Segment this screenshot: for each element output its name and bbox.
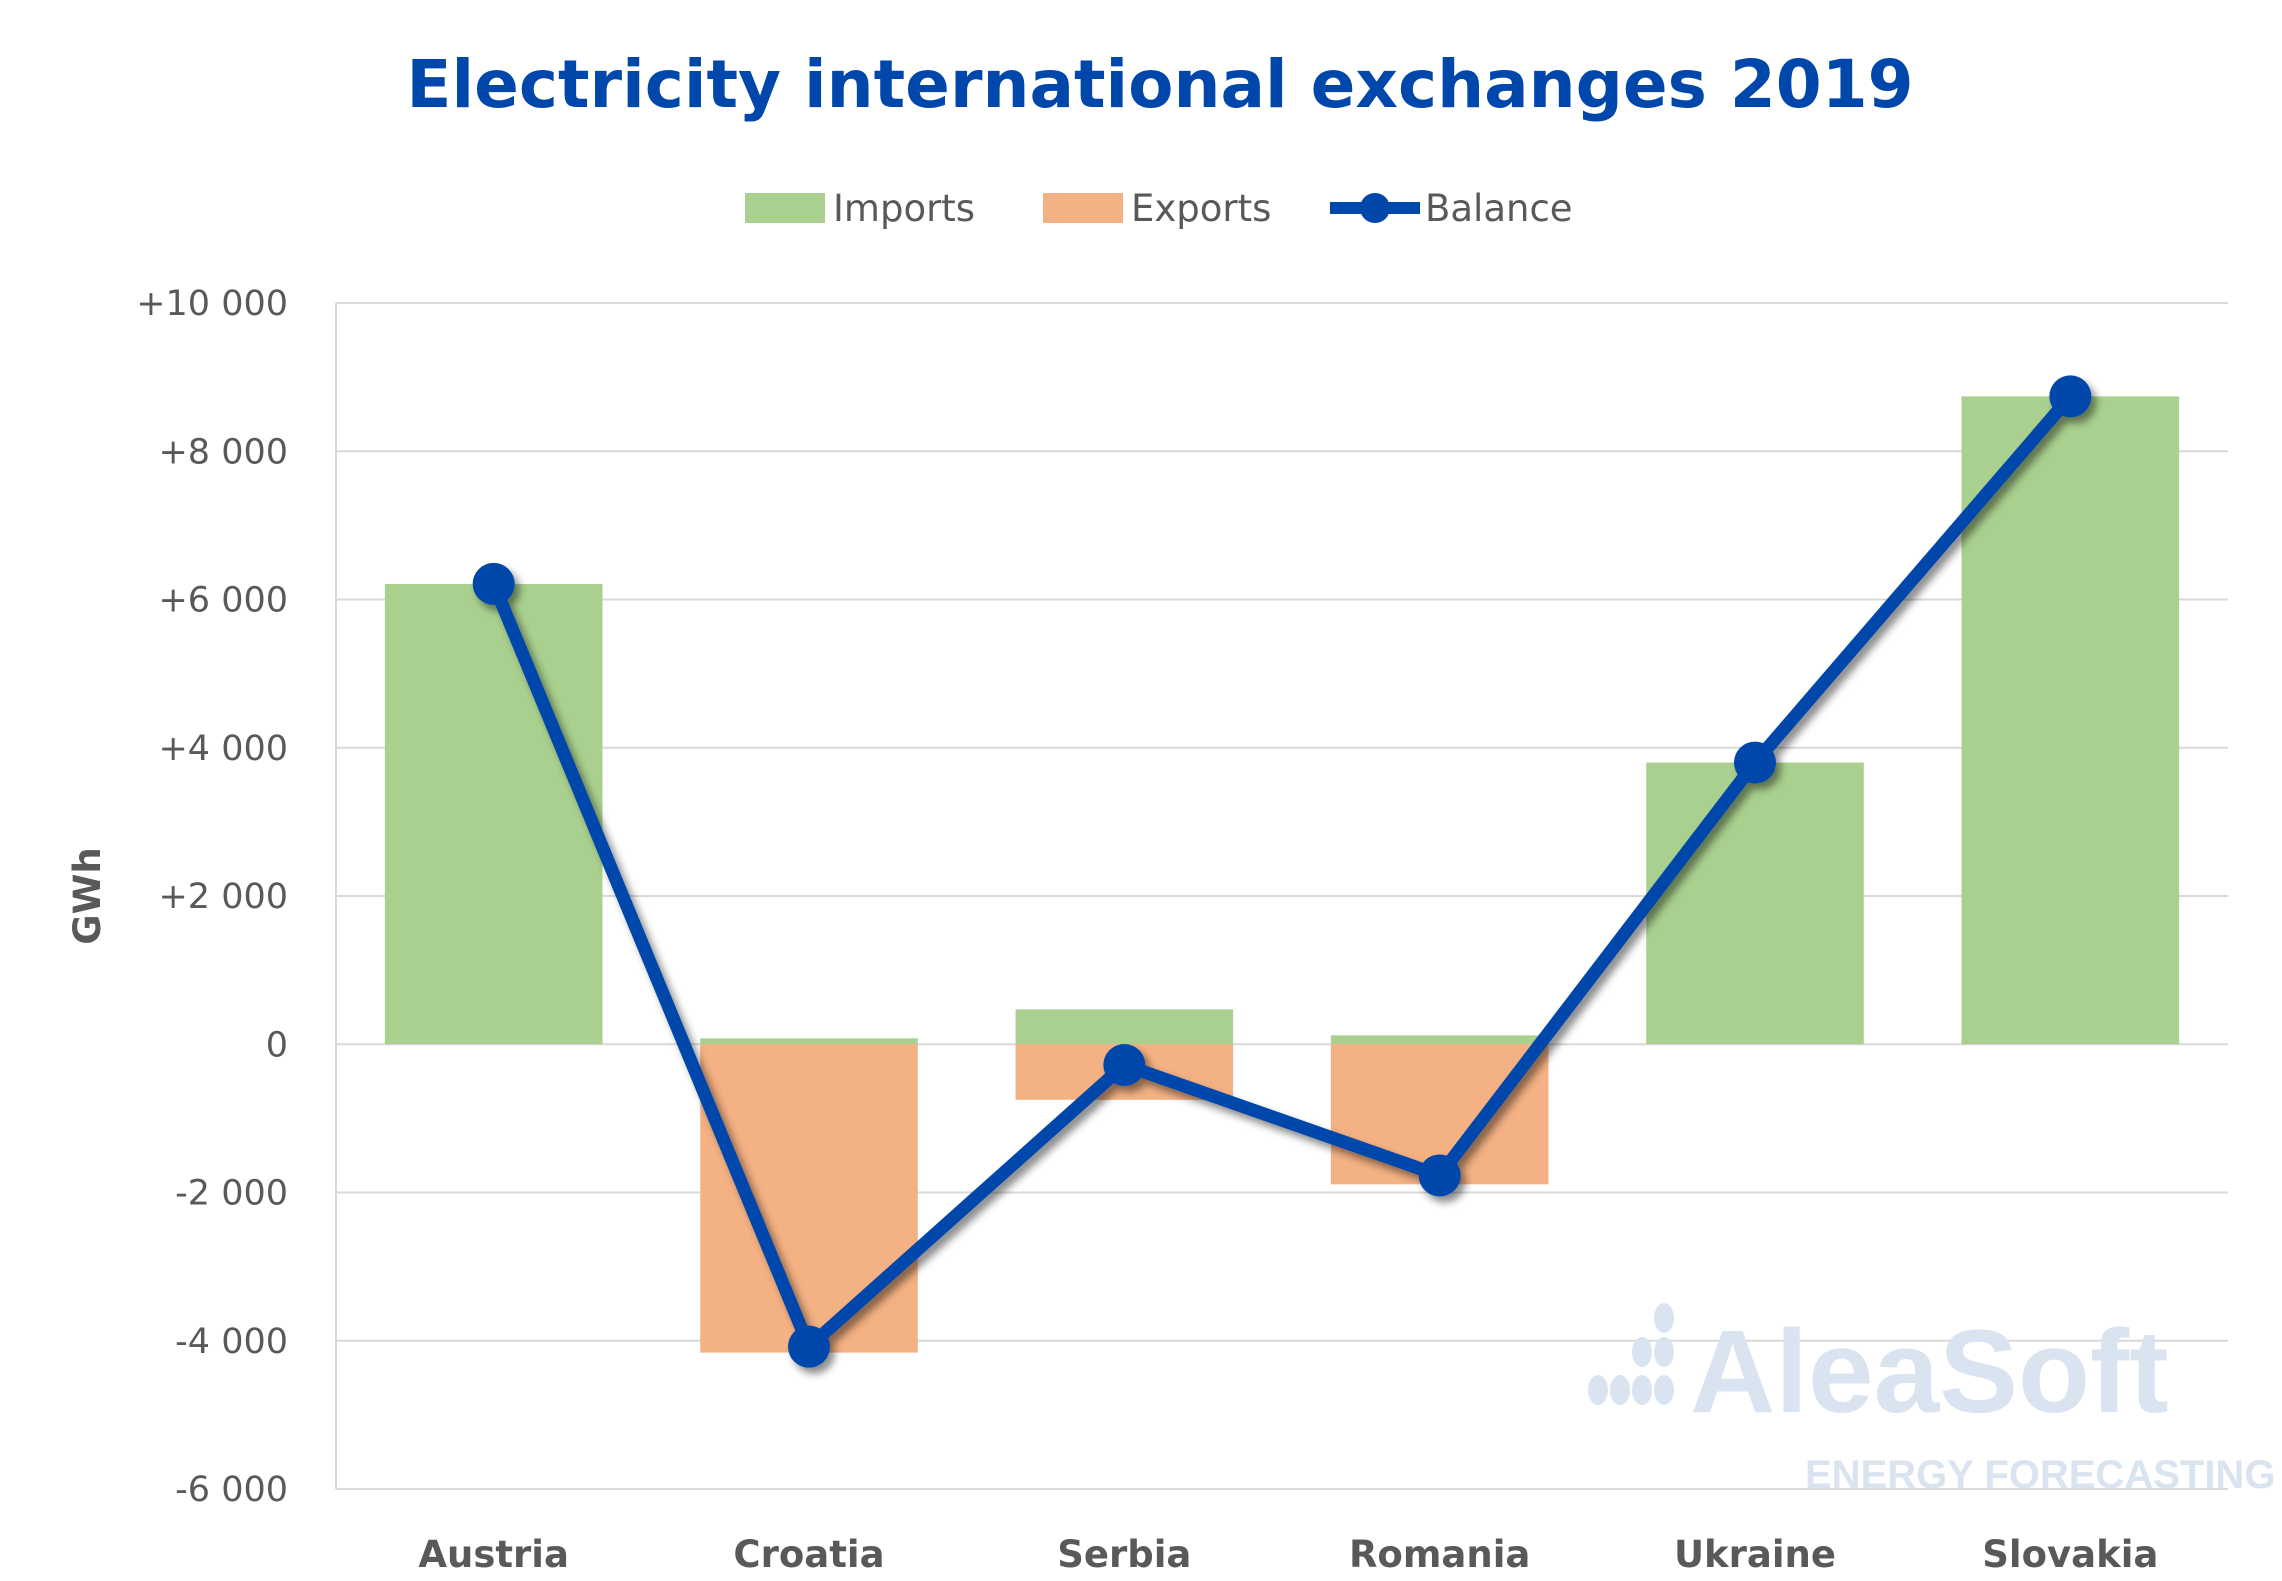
y-tick-label: +2 000 [158,877,288,917]
chart-title: Electricity international exchanges 2019 [406,46,1913,123]
legend: Imports Exports Balance [745,187,1573,230]
logo-dot [1632,1375,1652,1405]
balance-line-path [487,392,2076,1354]
imports-bar [1646,762,1864,1045]
logo-dot [1632,1337,1652,1367]
imports-legend-swatch [745,193,825,223]
imports-legend-label: Imports [833,187,975,230]
x-tick-label: Ukraine [1674,1533,1836,1576]
balance-point [1734,741,1776,784]
y-tick-label: -4 000 [175,1322,288,1362]
x-tick-label: Serbia [1057,1533,1191,1576]
imports-bar [1015,1009,1234,1045]
balance-legend-marker [1360,193,1390,223]
logo-dot [1610,1375,1630,1405]
balance-point [2049,375,2092,418]
imports-bar [1961,396,2180,1045]
logo-dot [1654,1303,1674,1333]
exports-legend-label: Exports [1131,187,1271,230]
y-tick-label: +8 000 [158,432,288,472]
logo-dot [1654,1337,1674,1367]
x-axis-labels: Austria Croatia Serbia Romania Ukraine Slovak… [418,1533,2158,1576]
bars [384,396,2180,1353]
x-tick-label: Romania [1349,1533,1530,1576]
y-tick-label: 0 [266,1025,288,1065]
exports-bar [700,1044,918,1353]
balance-point [788,1325,830,1368]
exports-legend-swatch [1043,193,1123,223]
logo-dot [1654,1375,1674,1405]
balance-point [472,562,515,605]
balance-point [1103,1044,1146,1087]
balance-line [472,375,2092,1368]
logo-dots-icon [1588,1303,1674,1405]
x-tick-label: Austria [418,1533,569,1576]
logo-dot [1588,1375,1608,1405]
imports-bar [1330,1035,1549,1045]
balance-series [472,375,2092,1368]
balance-point [1418,1154,1461,1197]
logo-text: AleaSoft [1690,1306,2169,1438]
y-axis-label: GWh [66,847,109,945]
y-tick-label: +6 000 [158,581,288,621]
y-tick-label: -2 000 [175,1174,288,1214]
imports-bar [700,1038,918,1045]
y-tick-label: +10 000 [136,284,288,324]
balance-legend-label: Balance [1425,187,1573,230]
logo-subtext: ENERGY FORECASTING [1805,1453,2275,1497]
gridlines: +10 000 +8 000 +6 000 +4 000 +2 000 0 -2 000 -4… [136,284,2228,1510]
imports-bar [384,583,603,1045]
y-tick-label: +4 000 [158,729,288,769]
x-tick-label: Slovakia [1982,1533,2158,1576]
y-tick-label: -6 000 [175,1470,288,1510]
aleasoft-logo-watermark: AleaSoft ENERGY FORECASTING [1588,1303,2275,1497]
x-tick-label: Croatia [733,1533,884,1576]
